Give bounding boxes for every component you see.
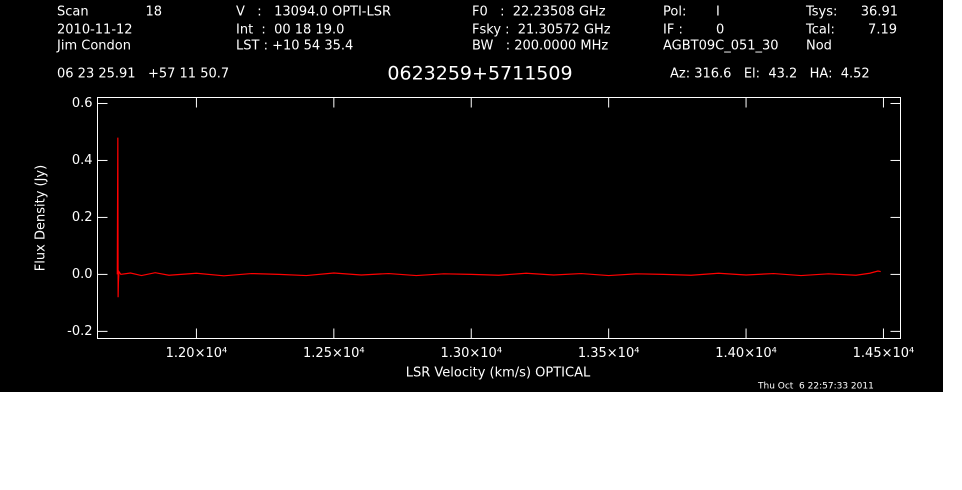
plot-background bbox=[0, 0, 943, 392]
x-tick-label: 1.35×10⁴ bbox=[578, 346, 640, 361]
header-field: BW : 200.0000 MHz bbox=[472, 39, 608, 54]
header-field: Int : 00 18 19.0 bbox=[236, 23, 344, 38]
x-axis-label: LSR Velocity (km/s) OPTICAL bbox=[406, 366, 591, 381]
header-field: I bbox=[716, 5, 720, 20]
header-field: Pol: bbox=[663, 5, 686, 20]
header-field: 36.91 bbox=[861, 5, 898, 20]
header-field: 2010-11-12 bbox=[57, 23, 133, 38]
y-tick-label: 0.4 bbox=[72, 153, 93, 168]
header-field: Scan bbox=[57, 5, 89, 20]
x-tick-label: 1.20×10⁴ bbox=[166, 346, 228, 361]
header-field: 7.19 bbox=[868, 23, 897, 38]
chart-title: 0623259+5711509 bbox=[387, 63, 572, 85]
header-field: Fsky : 21.30572 GHz bbox=[472, 23, 611, 38]
header-field: V : 13094.0 OPTI-LSR bbox=[236, 5, 391, 20]
y-tick-label: 0.0 bbox=[72, 267, 93, 282]
x-tick-label: 1.30×10⁴ bbox=[440, 346, 502, 361]
x-tick-label: 1.25×10⁴ bbox=[303, 346, 365, 361]
plot-frame bbox=[97, 97, 901, 339]
y-tick-label: 0.6 bbox=[72, 96, 93, 111]
y-tick-label: 0.2 bbox=[72, 210, 93, 225]
header-field: LST : +10 54 35.4 bbox=[236, 39, 353, 54]
spectrum-line bbox=[116, 137, 881, 298]
header-field: AGBT09C_051_30 bbox=[663, 39, 779, 54]
header-field: Nod bbox=[806, 39, 832, 54]
x-tick-label: 1.45×10⁴ bbox=[853, 346, 915, 361]
header-field: Tsys: bbox=[805, 5, 837, 20]
header-field: Tcal: bbox=[805, 23, 835, 38]
header-field: Az: 316.6 El: 43.2 HA: 4.52 bbox=[670, 67, 870, 82]
header-field: 06 23 25.91 +57 11 50.7 bbox=[57, 67, 229, 82]
header-field: IF : bbox=[663, 23, 683, 38]
y-axis-label: Flux Density (Jy) bbox=[34, 165, 49, 271]
header-field: F0 : 22.23508 GHz bbox=[472, 5, 606, 20]
header-field: 0 bbox=[716, 23, 724, 38]
y-tick-label: -0.2 bbox=[67, 324, 92, 339]
timestamp: Thu Oct 6 22:57:33 2011 bbox=[757, 382, 874, 392]
x-tick-label: 1.40×10⁴ bbox=[715, 346, 777, 361]
header-field: Jim Condon bbox=[56, 39, 131, 54]
header-field: 18 bbox=[145, 5, 162, 20]
